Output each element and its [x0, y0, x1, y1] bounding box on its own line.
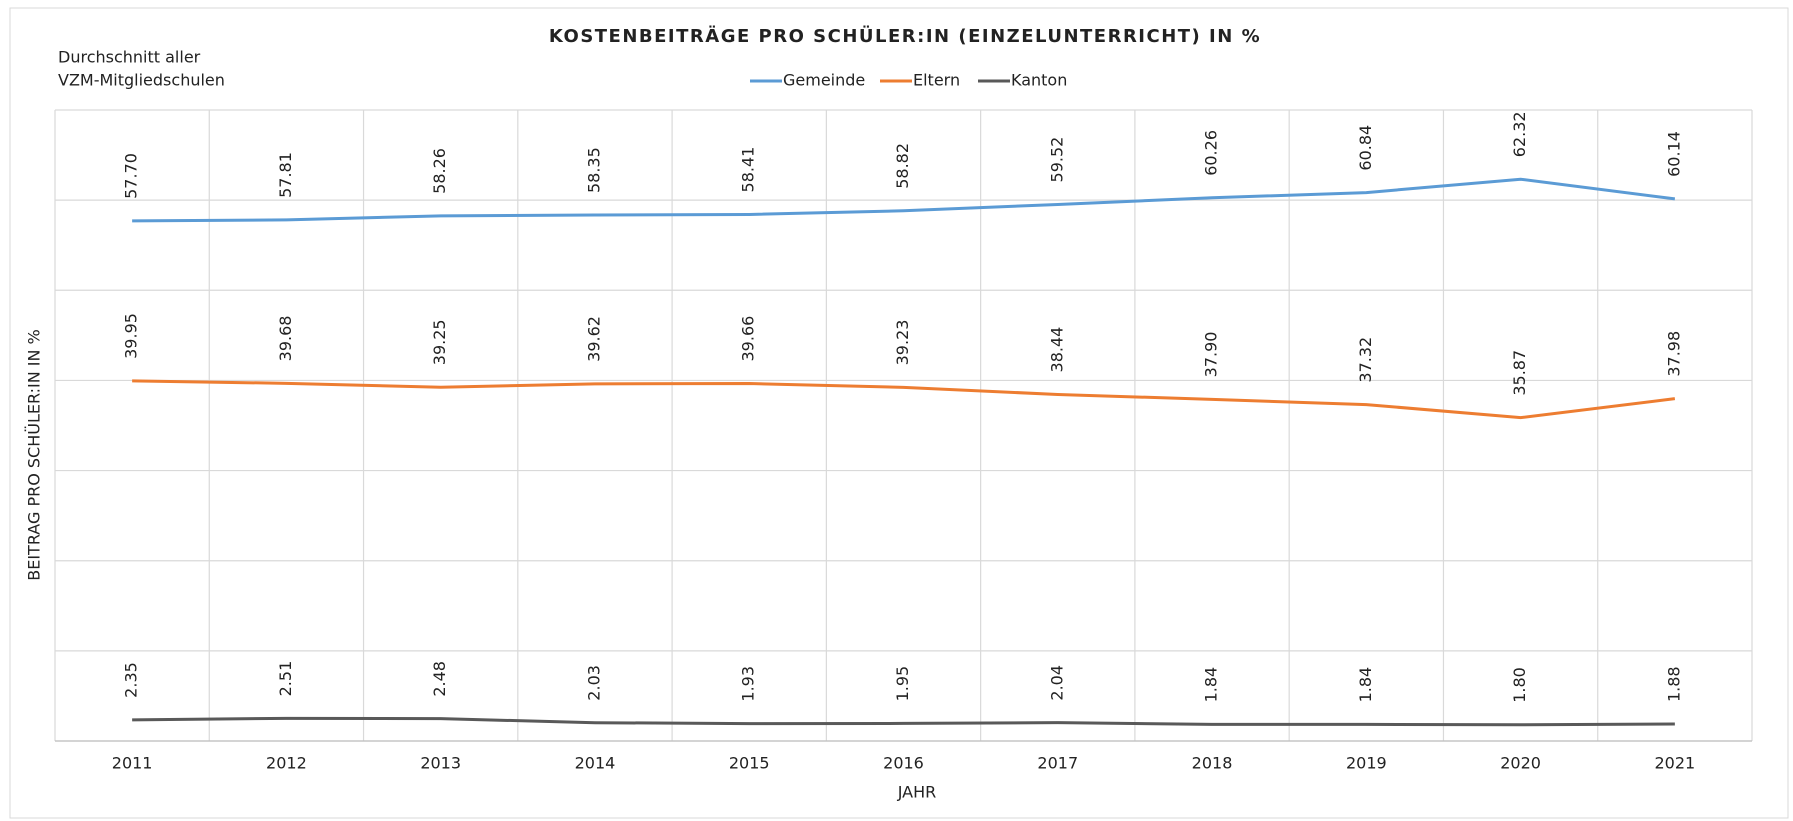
data-label: 57.81 — [276, 152, 295, 198]
data-label: 59.52 — [1047, 137, 1066, 183]
chart-border — [9, 7, 1789, 819]
data-label: 2.04 — [1047, 665, 1066, 701]
x-axis-label: JAHR — [897, 783, 937, 802]
series-line — [132, 716, 1675, 727]
data-label: 1.80 — [1510, 667, 1529, 703]
series-line — [132, 177, 1676, 223]
data-label: 1.95 — [893, 666, 912, 702]
data-label: 39.95 — [122, 313, 141, 359]
data-label: 35.87 — [1510, 350, 1529, 396]
x-tick-label: 2019 — [1346, 754, 1387, 773]
data-label: 60.14 — [1664, 131, 1683, 177]
data-label: 37.98 — [1664, 331, 1683, 377]
data-label: 58.82 — [893, 143, 912, 189]
chart-title: KOSTENBEITRÄGE PRO SCHÜLER:IN (EINZELUNT… — [549, 25, 1261, 47]
series-line — [132, 379, 1676, 420]
x-tick-label: 2021 — [1655, 754, 1696, 773]
x-tick-label: 2011 — [112, 754, 153, 773]
legend-label: Kanton — [1011, 71, 1067, 90]
data-label: 39.66 — [739, 316, 758, 362]
data-label: 2.51 — [276, 661, 295, 697]
data-label: 58.26 — [430, 148, 449, 194]
legend-label: Eltern — [913, 71, 960, 90]
data-label: 2.48 — [430, 661, 449, 697]
data-label: 1.84 — [1202, 667, 1221, 703]
data-label: 37.90 — [1202, 332, 1221, 378]
data-label: 39.68 — [276, 316, 295, 362]
x-tick-label: 2012 — [266, 754, 307, 773]
note-line: VZM-Mitgliedschulen — [58, 71, 225, 90]
x-tick-label: 2017 — [1037, 754, 1078, 773]
x-tick-label: 2013 — [420, 754, 461, 773]
data-label: 1.84 — [1356, 667, 1375, 703]
data-label: 1.93 — [739, 666, 758, 702]
legend-label: Gemeinde — [783, 71, 865, 90]
x-tick-label: 2014 — [575, 754, 616, 773]
x-tick-label: 2018 — [1192, 754, 1233, 773]
data-label: 1.88 — [1664, 666, 1683, 702]
note-line: Durchschnitt aller — [58, 48, 201, 67]
data-label: 39.23 — [893, 320, 912, 366]
data-label: 39.62 — [584, 316, 603, 362]
data-label: 58.35 — [584, 147, 603, 193]
data-label: 2.35 — [122, 662, 141, 698]
data-label: 39.25 — [430, 319, 449, 365]
data-label: 57.70 — [122, 153, 141, 199]
data-label: 60.26 — [1202, 130, 1221, 176]
y-axis-label: BEITRAG PRO SCHÜLER:IN IN % — [25, 329, 44, 581]
data-label: 38.44 — [1047, 327, 1066, 373]
data-label: 62.32 — [1510, 111, 1529, 157]
data-label: 2.03 — [584, 665, 603, 701]
x-tick-label: 2016 — [883, 754, 924, 773]
x-tick-label: 2015 — [729, 754, 770, 773]
x-tick-label: 2020 — [1500, 754, 1541, 773]
data-label: 58.41 — [739, 147, 758, 193]
data-label: 37.32 — [1356, 337, 1375, 383]
data-label: 60.84 — [1356, 125, 1375, 171]
